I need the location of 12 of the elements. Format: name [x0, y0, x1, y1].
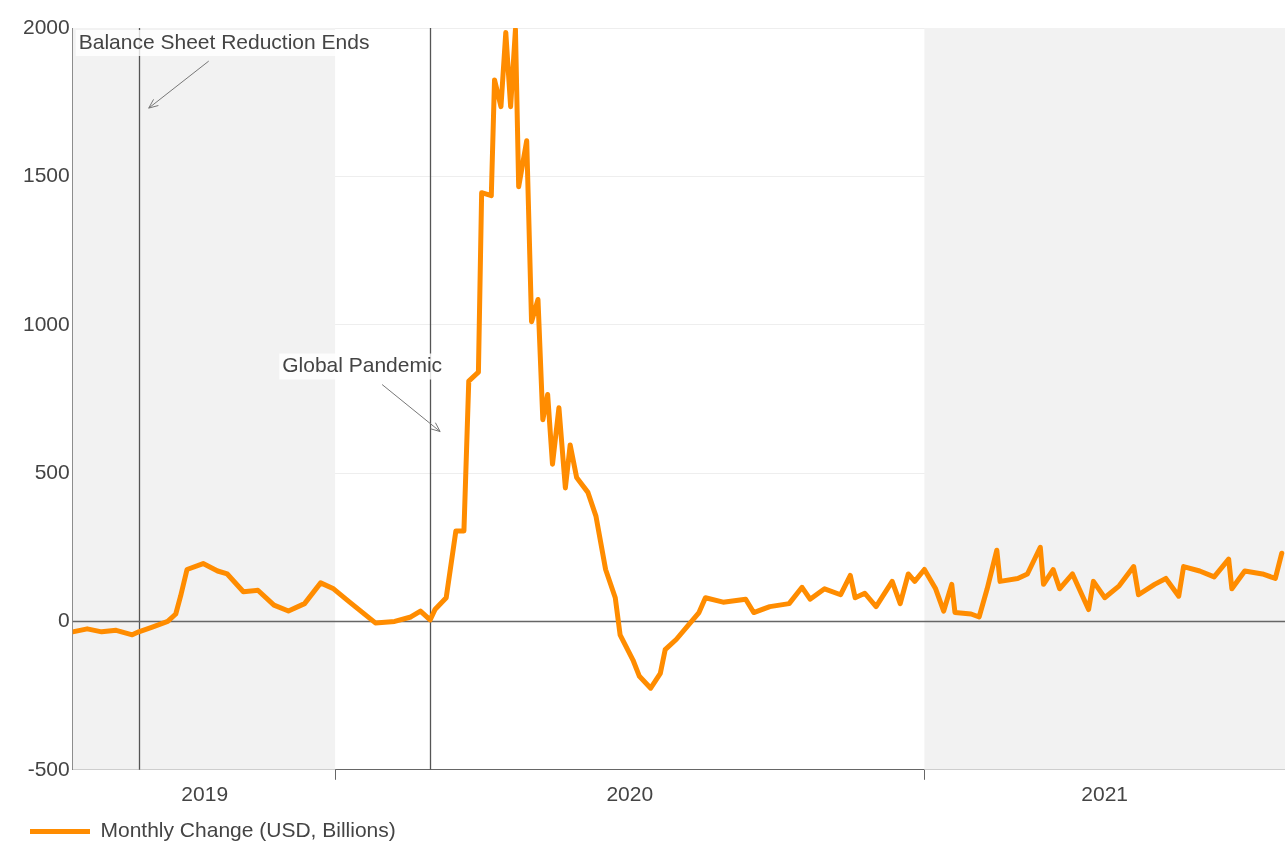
annotation: Global Pandemic	[282, 353, 443, 377]
legend-label: Monthly Change (USD, Billions)	[100, 818, 396, 842]
x-tick-label: 2020	[606, 782, 654, 806]
x-tick-label: 2019	[181, 782, 229, 806]
y-tick-label: 0	[58, 608, 70, 632]
y-tick-label: 1500	[23, 163, 70, 187]
y-tick-label: 1000	[23, 311, 70, 335]
x-tick-label: 2021	[1081, 782, 1129, 806]
y-tick-label: 2000	[23, 14, 70, 38]
annotation: Balance Sheet Reduction Ends	[78, 29, 370, 53]
y-tick-label: 500	[34, 459, 70, 483]
y-tick-label: -500	[27, 756, 70, 780]
